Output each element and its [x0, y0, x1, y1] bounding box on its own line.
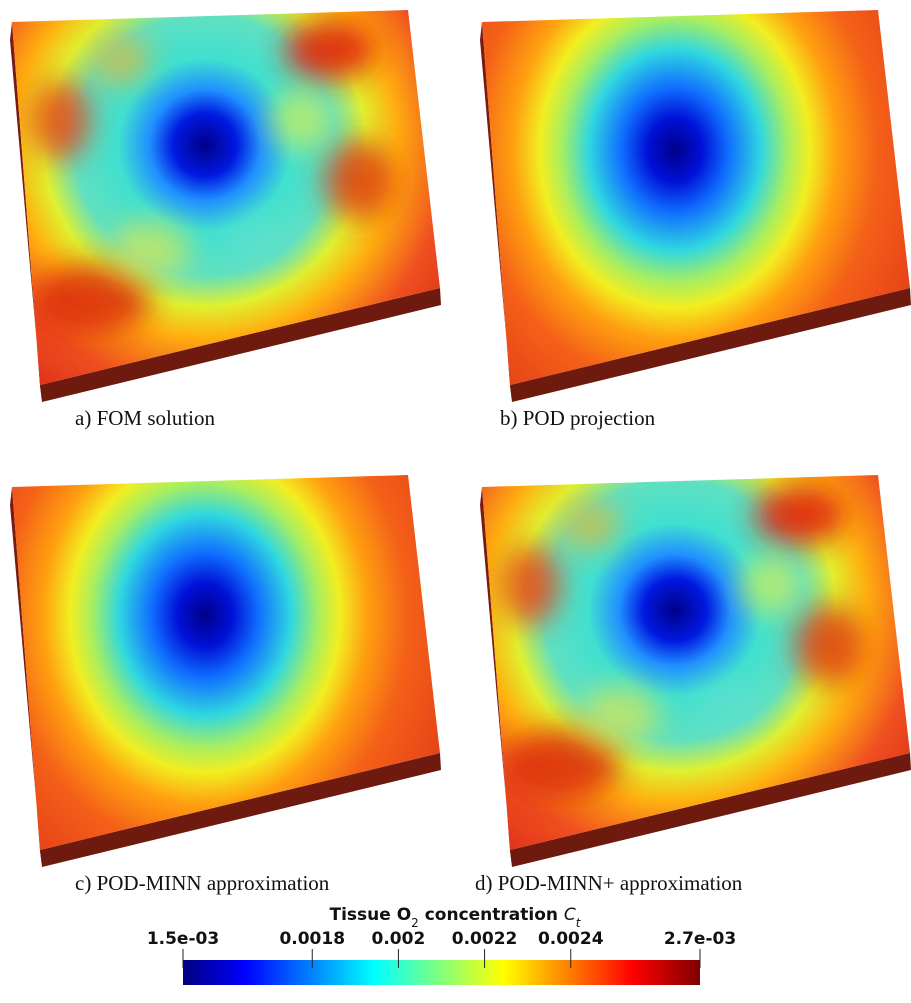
panel-caption: c) POD-MINN approximation	[75, 871, 330, 895]
texture-blob	[795, 605, 865, 685]
colorbar-title: Tissue O2 concentration Ct	[329, 905, 581, 930]
slab	[10, 475, 441, 867]
colorbar-tick-label: 1.5e-03	[147, 929, 219, 949]
panel-caption: a) FOM solution	[75, 406, 216, 430]
colorbar	[183, 960, 700, 985]
slab	[480, 475, 911, 867]
slab-top-face	[482, 10, 910, 385]
texture-blob	[755, 485, 845, 545]
title-text: concentration	[419, 905, 564, 925]
title-symbol: C	[564, 905, 576, 925]
colorbar-tick-label: 0.0022	[452, 929, 518, 949]
slab	[480, 10, 911, 402]
title-text: Tissue O	[329, 905, 411, 925]
colorbar-tick-label: 0.0024	[538, 929, 604, 949]
title-subscript: t	[576, 916, 582, 930]
colorbar-tick-label: 2.7e-03	[664, 929, 736, 949]
colorbar-tick-label: 0.002	[372, 929, 426, 949]
panel-caption: b) POD projection	[500, 406, 656, 430]
colorbar-tick-label: 0.0018	[279, 929, 345, 949]
texture-blob	[90, 35, 150, 85]
texture-blob	[110, 220, 190, 280]
slab-top-face	[12, 475, 440, 850]
texture-blob	[695, 680, 765, 730]
texture-blob	[270, 90, 330, 150]
texture-blob	[325, 140, 395, 220]
texture-blob	[30, 80, 90, 160]
texture-blob	[500, 545, 560, 625]
slab	[10, 10, 441, 402]
texture-blob	[225, 215, 295, 265]
figure: a) FOM solution b) POD projection c) POD-M…	[0, 0, 911, 1003]
panel-caption: d) POD-MINN+ approximation	[475, 871, 743, 895]
title-subscript: 2	[411, 916, 419, 930]
texture-blob	[580, 685, 660, 745]
texture-blob	[740, 555, 800, 615]
texture-blob	[560, 500, 620, 550]
texture-blob	[285, 20, 375, 80]
